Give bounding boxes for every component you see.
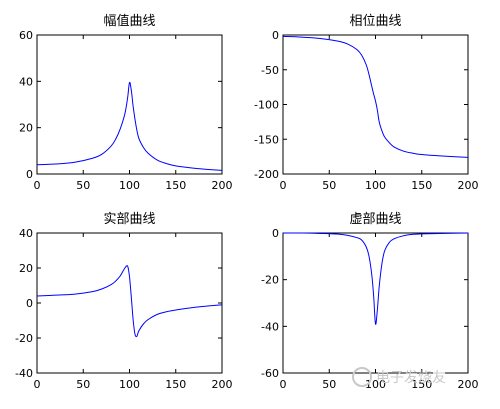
y-tick-label: 40 <box>19 75 33 88</box>
x-tick-label: 200 <box>458 378 479 391</box>
x-tick-label: 50 <box>322 378 336 391</box>
plot-frame <box>36 34 223 175</box>
x-tick-label: 150 <box>165 378 186 391</box>
chart-title: 实部曲线 <box>103 212 155 227</box>
y-tick-label: 20 <box>19 122 33 135</box>
watermark-text: 电子发烧友 <box>376 370 446 386</box>
x-tick-label: 100 <box>119 378 140 391</box>
plot-frame <box>282 232 469 374</box>
y-tick-label: 0 <box>26 297 33 310</box>
x-tick-label: 100 <box>119 179 140 192</box>
x-tick-label: 200 <box>212 179 233 192</box>
y-tick-label: -60 <box>261 367 279 380</box>
y-tick-label: 60 <box>19 29 33 42</box>
subplot-1: 幅值曲线 0 50 100 150 200 0 20 40 60 <box>19 13 233 192</box>
x-tick-label: 0 <box>34 378 41 391</box>
y-tick-label: -40 <box>261 320 279 333</box>
y-tick-label: -20 <box>261 274 279 287</box>
x-tick-label: 50 <box>76 179 90 192</box>
y-tick-label: -50 <box>261 64 279 77</box>
x-tick-label: 100 <box>365 179 386 192</box>
x-tick-label: 200 <box>458 179 479 192</box>
y-tick-label: 0 <box>272 29 279 42</box>
watermark: 电子发烧友 <box>352 367 446 387</box>
y-tick-label: 20 <box>19 262 33 275</box>
x-tick-label: 150 <box>165 179 186 192</box>
chart-title: 虚部曲线 <box>349 212 401 227</box>
series-line <box>282 232 469 325</box>
y-tick-label: -200 <box>254 168 279 181</box>
x-tick-label: 150 <box>411 179 432 192</box>
chart-title: 幅值曲线 <box>103 13 155 29</box>
x-tick-label: 50 <box>76 378 90 391</box>
x-tick-label: 0 <box>34 179 41 192</box>
y-tick-label: -40 <box>15 367 33 380</box>
x-tick-label: 200 <box>212 378 233 391</box>
y-tick-label: -100 <box>254 99 279 112</box>
plot-frame <box>282 34 469 175</box>
x-tick-label: 0 <box>280 378 287 391</box>
chart-title: 相位曲线 <box>349 14 401 29</box>
y-tick-label: -20 <box>15 332 33 345</box>
y-tick-label: -150 <box>254 133 279 146</box>
series-line <box>36 265 223 338</box>
series-line <box>282 35 469 158</box>
x-tick-label: 150 <box>411 378 432 391</box>
watermark-logo <box>352 367 372 387</box>
y-tick-label: 0 <box>26 168 33 181</box>
series-line <box>36 81 223 172</box>
subplot-2: 相位曲线 0 50 100 150 200 0 -50 -100 -150 -200 <box>254 14 478 192</box>
x-tick-label: 50 <box>322 179 336 192</box>
x-tick-label: 0 <box>280 179 287 192</box>
plot-frame <box>36 232 223 374</box>
y-tick-label: 40 <box>19 227 33 240</box>
y-tick-label: 0 <box>272 227 279 240</box>
